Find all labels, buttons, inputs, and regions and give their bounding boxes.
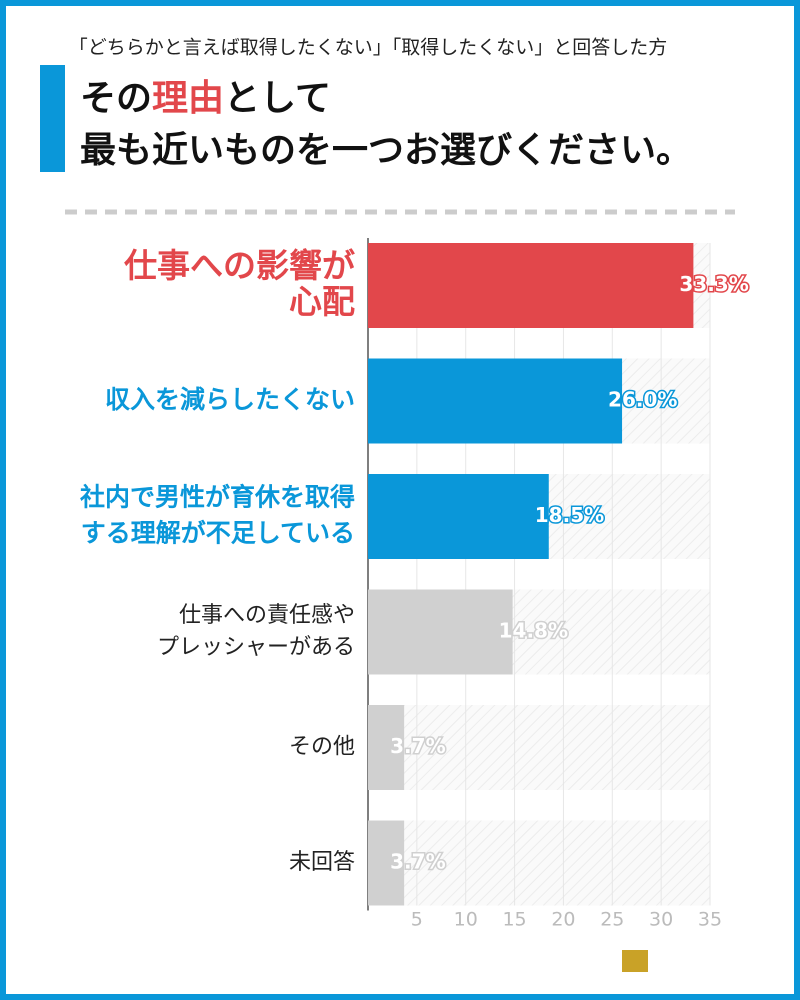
x-tick-label: 30: [649, 909, 673, 931]
bar: [368, 243, 694, 328]
bar: [368, 820, 405, 906]
x-tick-label: 10: [454, 909, 478, 931]
category-label: する理解が不足している: [81, 519, 355, 548]
value-label: 26.0%: [608, 388, 677, 412]
bar: [368, 705, 405, 790]
bar-background: [368, 705, 710, 790]
category-label: その他: [289, 735, 355, 760]
bar: [368, 358, 623, 444]
category-label: プレッシャーがある: [157, 635, 355, 660]
x-tick-label: 25: [600, 909, 624, 931]
value-label: 3.7%: [390, 850, 445, 874]
category-label: 未回答: [289, 850, 355, 875]
title-part: その: [80, 78, 152, 119]
x-tick-label: 5: [411, 909, 423, 931]
value-label: 18.5%: [535, 503, 604, 527]
category-label: 仕事への影響が: [124, 246, 355, 285]
bar: [368, 474, 549, 559]
x-tick-label: 15: [502, 909, 526, 931]
category-label: 仕事への責任感や: [179, 603, 355, 628]
category-label: 社内で男性が育休を取得: [80, 483, 355, 512]
title-part: 理由: [152, 78, 224, 119]
bar: [368, 589, 513, 675]
subtitle: 「どちらかと言えば取得したくない」「取得したくない」と回答した方: [69, 37, 668, 59]
title-line: 最も近いものを一つお選びください。: [80, 130, 692, 171]
category-label: 収入を減らしたくない: [105, 385, 355, 414]
x-tick-label: 20: [551, 909, 575, 931]
category-label: 心配: [289, 282, 355, 321]
title-line: その理由として: [80, 78, 331, 119]
value-label: 33.3%: [679, 272, 748, 296]
logo: 労務SEARCH: [622, 950, 648, 972]
value-label: 3.7%: [390, 734, 445, 758]
logo-icon: [622, 950, 648, 972]
value-label: 14.8%: [499, 619, 568, 643]
title-accent: [40, 65, 65, 172]
bar-background: [368, 820, 710, 906]
title-part: として: [224, 78, 331, 119]
x-tick-label: 35: [698, 909, 722, 931]
